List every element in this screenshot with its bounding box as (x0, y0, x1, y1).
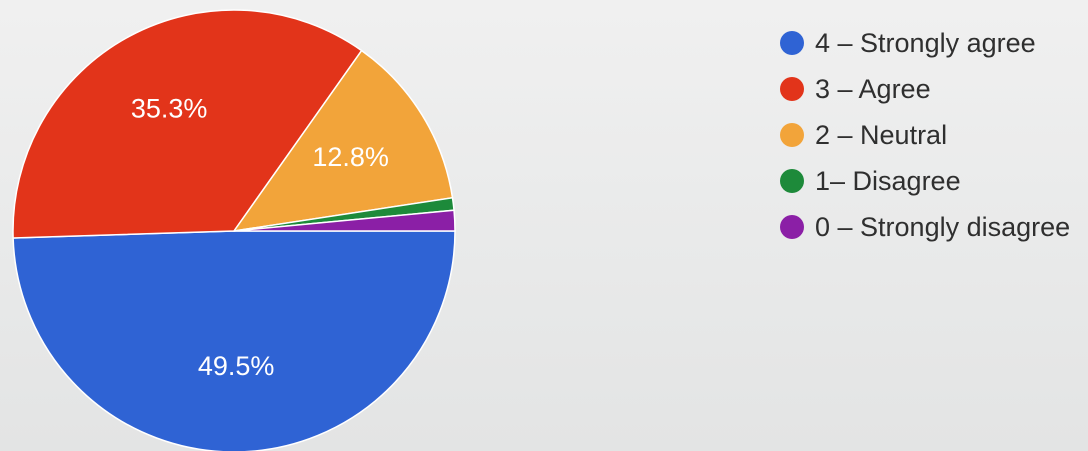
legend-item-disagree: 1– Disagree (780, 158, 1070, 204)
legend-swatch (780, 169, 804, 193)
legend-item-strongly-agree: 4 – Strongly agree (780, 20, 1070, 66)
legend-item-strongly-disagree: 0 – Strongly disagree (780, 204, 1070, 250)
legend-item-agree: 3 – Agree (780, 66, 1070, 112)
slice-value-label-neutral: 12.8% (312, 142, 389, 172)
legend-swatch (780, 123, 804, 147)
legend-label: 1– Disagree (815, 165, 961, 196)
legend: 4 – Strongly agree 3 – Agree 2 – Neutral… (780, 20, 1070, 250)
legend-item-neutral: 2 – Neutral (780, 112, 1070, 158)
legend-label: 0 – Strongly disagree (815, 211, 1071, 242)
legend-label: 3 – Agree (815, 73, 931, 104)
legend-label: 4 – Strongly agree (815, 27, 1036, 58)
pie-slice-agree (12, 9, 363, 239)
pie-slice-strongly-agree (12, 230, 456, 451)
slice-value-label-agree: 35.3% (131, 93, 208, 123)
pie-slice-neutral (232, 49, 454, 233)
legend-label: 2 – Neutral (815, 119, 948, 150)
pie-slice-strongly-disagree (233, 209, 456, 232)
legend-swatch (780, 215, 804, 239)
slice-value-label-strongly-agree: 49.5% (198, 351, 275, 381)
legend-swatch (780, 31, 804, 55)
legend-swatch (780, 77, 804, 101)
